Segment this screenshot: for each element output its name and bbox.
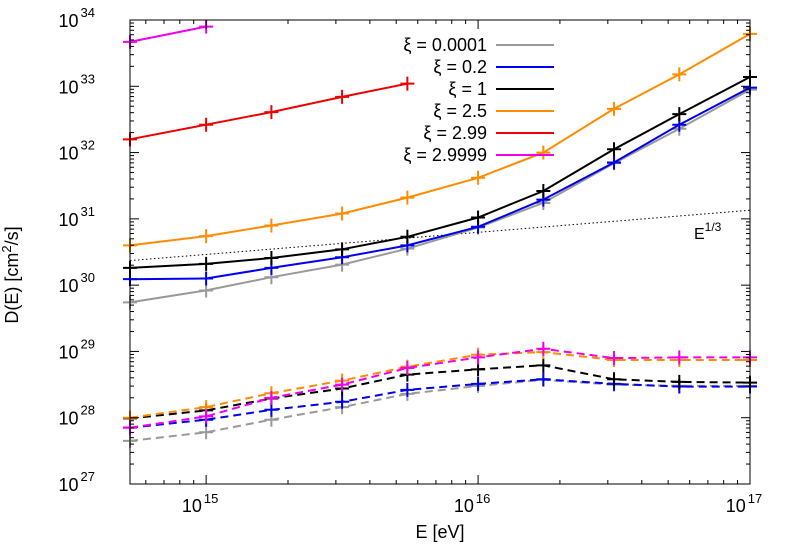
data-point bbox=[672, 107, 687, 122]
data-point bbox=[471, 350, 486, 365]
y-tick-label: 10 28 bbox=[59, 403, 96, 429]
data-point bbox=[264, 105, 279, 120]
series-line bbox=[129, 88, 751, 304]
series-line bbox=[129, 347, 750, 429]
x-tick-label: 10 17 bbox=[726, 491, 763, 516]
data-point bbox=[400, 76, 415, 91]
data-point bbox=[471, 376, 486, 391]
axes-layer: 10 15 10 16 10 17 10 27 10 28 10 29 10 30 10 31 10 32 10 33… bbox=[59, 5, 763, 516]
data-point bbox=[536, 372, 551, 387]
series-6 bbox=[123, 372, 757, 448]
data-point bbox=[607, 142, 622, 157]
y-tick-label: 10 27 bbox=[59, 469, 96, 495]
series-5 bbox=[123, 19, 214, 49]
data-point bbox=[607, 372, 622, 387]
data-point bbox=[471, 210, 486, 225]
data-point bbox=[400, 382, 415, 397]
series-4 bbox=[123, 76, 415, 147]
data-point bbox=[335, 89, 350, 104]
reference-line-label: E1/3 bbox=[694, 220, 722, 243]
data-point bbox=[264, 218, 279, 233]
x-tick-label: 10 15 bbox=[182, 491, 219, 516]
data-point bbox=[672, 67, 687, 82]
series-10 bbox=[123, 341, 757, 435]
data-point bbox=[199, 409, 214, 424]
data-point bbox=[471, 170, 486, 185]
data-point bbox=[400, 361, 415, 375]
data-point bbox=[672, 374, 687, 389]
legend-label: ξ = 0.0001 bbox=[403, 35, 487, 55]
y-tick-label: 10 34 bbox=[59, 5, 96, 31]
data-point bbox=[607, 155, 622, 170]
legend-label: ξ = 2.9999 bbox=[403, 145, 487, 165]
series-line bbox=[129, 33, 751, 247]
data-point bbox=[400, 190, 415, 205]
data-point bbox=[672, 350, 687, 365]
data-point bbox=[199, 256, 214, 271]
data-point bbox=[264, 390, 279, 405]
data-point bbox=[199, 271, 214, 286]
series-layer bbox=[123, 19, 757, 448]
data-point bbox=[199, 229, 214, 244]
series-line bbox=[129, 364, 751, 420]
y-axis-label: D(E) [cm2/s] bbox=[0, 226, 22, 323]
series-line bbox=[129, 86, 751, 281]
legend-label: ξ = 1 bbox=[448, 79, 487, 99]
data-point bbox=[199, 425, 214, 440]
y-tick-label: 10 29 bbox=[59, 336, 96, 362]
data-point bbox=[536, 184, 551, 199]
data-point bbox=[335, 377, 350, 392]
series-line bbox=[129, 351, 750, 419]
y-tick-label: 10 31 bbox=[59, 204, 96, 230]
data-point bbox=[199, 117, 214, 132]
reference-line bbox=[129, 209, 751, 262]
data-point bbox=[607, 351, 622, 366]
data-point bbox=[536, 358, 551, 373]
y-tick-label: 10 30 bbox=[59, 270, 96, 296]
series-line bbox=[129, 76, 751, 269]
series-line bbox=[129, 378, 750, 429]
y-tick-label: 10 32 bbox=[59, 138, 96, 164]
series-line bbox=[129, 25, 207, 43]
data-point bbox=[335, 394, 350, 409]
series-1 bbox=[123, 80, 757, 287]
data-point bbox=[607, 101, 622, 116]
series-line bbox=[129, 378, 750, 442]
data-point bbox=[536, 145, 551, 160]
data-point bbox=[264, 250, 279, 265]
legend-label: ξ = 0.2 bbox=[433, 57, 487, 77]
y-tick-label: 10 33 bbox=[59, 71, 96, 97]
legend-label: ξ = 2.5 bbox=[433, 101, 487, 121]
data-point bbox=[400, 229, 415, 244]
data-point bbox=[335, 206, 350, 221]
plot-frame bbox=[129, 19, 751, 485]
x-tick-label: 10 16 bbox=[454, 491, 491, 516]
data-point bbox=[199, 283, 214, 298]
data-point bbox=[335, 242, 350, 257]
x-axis-label: E [eV] bbox=[415, 522, 464, 542]
data-point bbox=[536, 341, 551, 356]
data-point bbox=[471, 362, 486, 377]
series-8 bbox=[123, 358, 757, 426]
legend-label: ξ = 2.99 bbox=[423, 123, 487, 143]
